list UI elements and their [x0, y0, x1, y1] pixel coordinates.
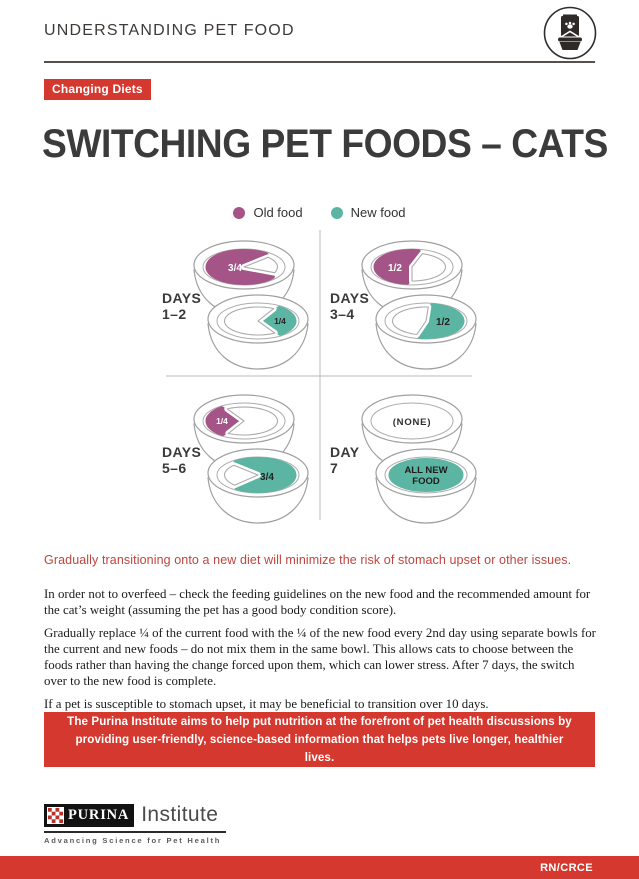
diagram-quadrant: 3/4 1/4 DAYS 1–2: [162, 240, 309, 370]
empty-portion-outline: [223, 464, 259, 486]
header-divider: [44, 61, 595, 63]
header-title: UNDERSTANDING PET FOOD: [44, 22, 295, 39]
empty-portion-outline: [243, 256, 279, 274]
fraction-label: 1/4: [216, 416, 228, 426]
footer-code: RN/CRCE: [540, 861, 593, 874]
food-legend: Old food New food: [0, 205, 639, 220]
new-food-fill: [388, 458, 464, 492]
old-food-fill: [205, 406, 247, 436]
callout-box: The Purina Institute aims to help put nu…: [44, 712, 595, 767]
fraction-label: 1/2: [388, 263, 402, 274]
fraction-label: 3/4: [228, 263, 242, 274]
new-food-dot-icon: [330, 206, 343, 219]
legend-label: Old food: [253, 205, 303, 220]
new-food-fill: [233, 457, 297, 493]
diagram-quadrant: 1/4 3/4 DAYS 5–6: [162, 394, 309, 524]
page-title: SWITCHING PET FOODS – CATS: [42, 122, 608, 166]
legend-item-old-food: Old food: [233, 205, 303, 220]
new-food-fill: [255, 306, 297, 336]
purina-wordmark: PURINA: [68, 806, 130, 823]
highlight-text: Gradually transitioning onto a new diet …: [44, 553, 572, 567]
old-food-fill: [373, 249, 421, 285]
legend-label: New food: [350, 205, 406, 220]
fraction-label: ALL NEW FOOD: [404, 465, 447, 487]
old-food-dot-icon: [233, 206, 246, 219]
empty-portion: [409, 250, 449, 284]
pet-food-bag-and-bowl-icon: [541, 4, 599, 67]
empty-portion-outline: [391, 306, 429, 336]
day-label: DAYS 5–6: [162, 444, 201, 476]
logo-rule: [44, 831, 226, 833]
day-label: DAYS 1–2: [162, 290, 201, 322]
fraction-label: 3/4: [260, 472, 274, 483]
fraction-label: 1/4: [274, 316, 286, 326]
fraction-label: 1/2: [436, 317, 450, 328]
body-paragraph: In order not to overfeed – check the fee…: [44, 587, 591, 617]
institute-wordmark: Institute: [141, 803, 219, 826]
day-label: DAYS 3–4: [330, 290, 369, 322]
purina-checkerboard-icon: [47, 806, 64, 824]
empty-portion: [389, 304, 432, 338]
empty-portion-outline: [223, 306, 276, 336]
body-copy: In order not to overfeed – check the fee…: [44, 586, 600, 719]
logo-tagline: Advancing Science for Pet Health: [44, 836, 222, 845]
diagram-quadrant: (NONE) ALL NEW FOOD DAY 7: [330, 394, 477, 524]
footer-bar: RN/CRCE: [0, 856, 639, 879]
callout-text: The Purina Institute aims to help put nu…: [67, 714, 572, 764]
day-label: DAY 7: [330, 444, 360, 476]
changing-diets-badge: Changing Diets: [44, 79, 151, 100]
purina-institute-logo: PURINA Institute Advancing Science for P…: [44, 803, 226, 845]
bowl-inner: [370, 402, 454, 440]
diagram-quadrant: 1/2 1/2 DAYS 3–4: [330, 240, 477, 370]
body-paragraph: Gradually replace ¼ of the current food …: [44, 626, 596, 688]
fraction-label: (NONE): [393, 417, 432, 428]
body-paragraph: If a pet is susceptible to stomach upset…: [44, 697, 489, 711]
empty-portion-outline: [226, 406, 279, 436]
purina-wordmark-block: PURINA: [44, 803, 135, 827]
transition-diagram: 3/4 1/4 DAYS 1–2 1/2 1/2 DAYS 3–4 1/4 3/4 DAYS 5–6 (…: [0, 224, 639, 529]
empty-portion-outline: [411, 253, 447, 282]
legend-item-new-food: New food: [330, 205, 406, 220]
